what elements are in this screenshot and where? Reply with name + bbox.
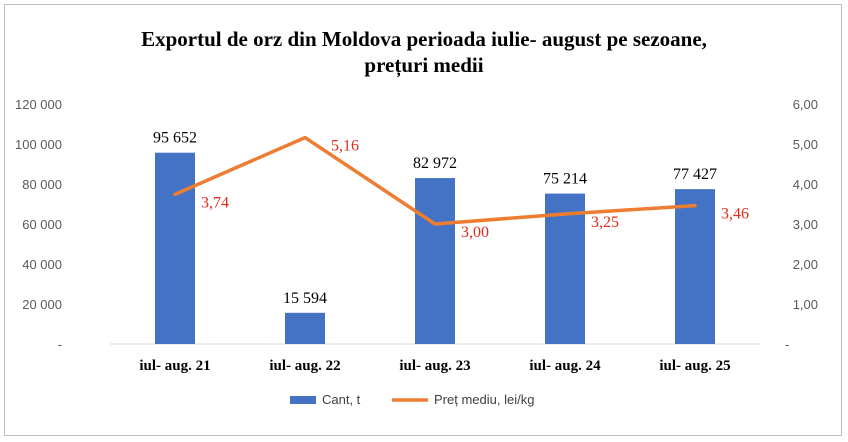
y-left-tick-label: 100 000 (15, 137, 62, 152)
y-left-tick-label: - (58, 337, 62, 352)
y-left-tick-label: 60 000 (22, 217, 62, 232)
bar (675, 189, 715, 344)
y-left-tick-label: 40 000 (22, 257, 62, 272)
line-data-label: 3,74 (201, 194, 229, 211)
y-right-tick-label: 4,00 (793, 177, 818, 192)
y-right-tick-label: 5,00 (793, 137, 818, 152)
x-category-label: iul- aug. 23 (399, 358, 470, 374)
line-data-label: 3,25 (591, 214, 619, 231)
y-right-tick-label: 6,00 (793, 97, 818, 112)
bar-data-label: 77 427 (673, 166, 717, 183)
x-category-label: iul- aug. 25 (659, 358, 730, 374)
chart-title-line-2: prețuri medii (364, 53, 484, 77)
y-right-tick-label: - (785, 337, 789, 352)
bar (285, 312, 325, 344)
y-right-tick-label: 2,00 (793, 257, 818, 272)
bar (415, 178, 455, 344)
bar (155, 152, 195, 344)
y-left-tick-label: 80 000 (22, 177, 62, 192)
y-left-tick-label: 120 000 (15, 97, 62, 112)
bar (545, 193, 585, 344)
legend-swatch-bar (290, 396, 316, 404)
x-category-label: iul- aug. 22 (269, 358, 340, 374)
line-data-label: 3,46 (721, 206, 749, 223)
line-data-label: 3,00 (461, 224, 489, 241)
line-data-label: 5,16 (331, 138, 359, 155)
y-left-tick-label: 20 000 (22, 297, 62, 312)
legend-label-bar: Cant, t (322, 392, 361, 407)
x-category-label: iul- aug. 24 (529, 358, 601, 374)
y-right-tick-label: 1,00 (793, 297, 818, 312)
legend-label-line: Preț mediu, lei/kg (434, 392, 534, 407)
bar-data-label: 15 594 (283, 290, 327, 307)
bar-data-label: 82 972 (413, 155, 457, 172)
bar-data-label: 95 652 (153, 130, 197, 147)
bar-data-label: 75 214 (543, 171, 587, 188)
y-right-tick-label: 3,00 (793, 217, 818, 232)
chart-title-line-1: Exportul de orz din Moldova perioada iul… (141, 27, 707, 51)
x-category-label: iul- aug. 21 (139, 358, 210, 374)
